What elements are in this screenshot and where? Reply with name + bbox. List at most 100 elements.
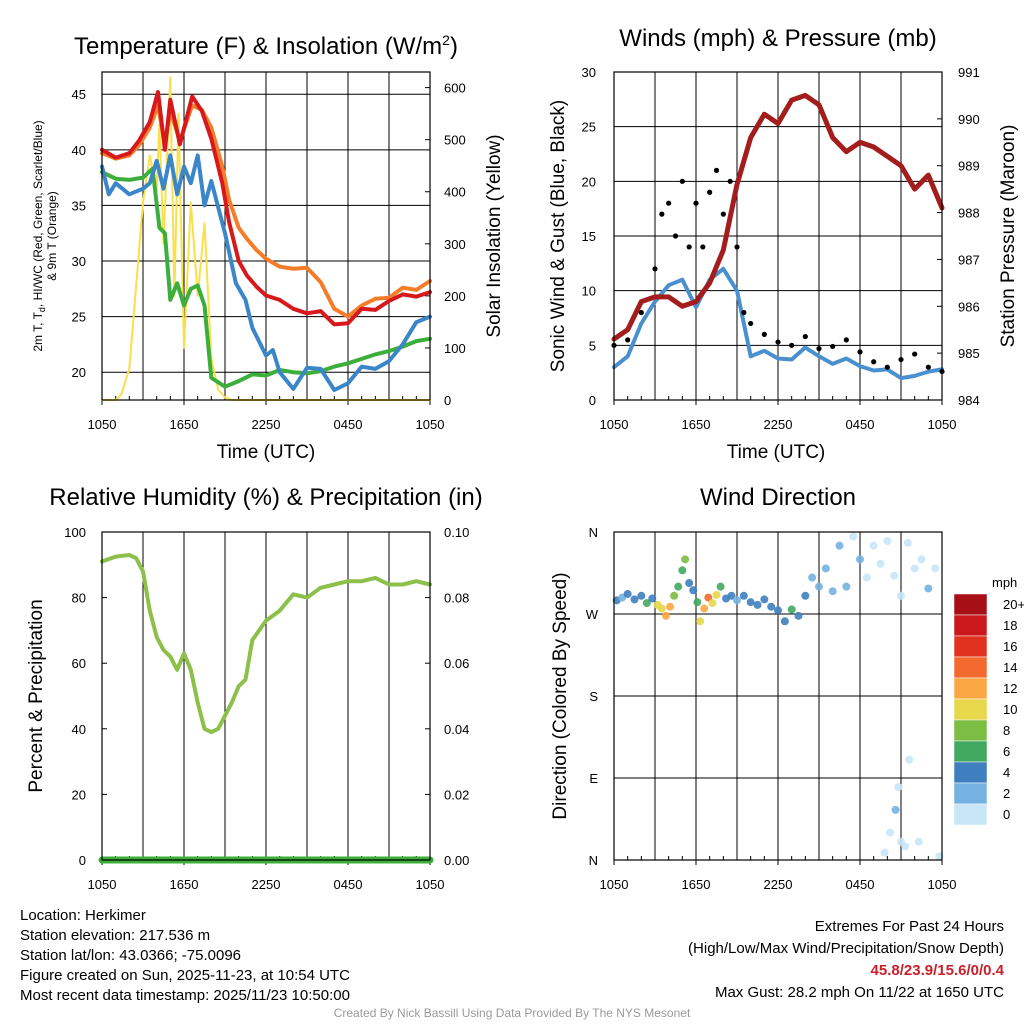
winds-pressure-line [611,92,945,342]
direction-point [883,537,892,546]
winds-ylabel-right: Station Pressure (Maroon) [998,125,1019,348]
winds-gust-point [720,211,726,217]
direction-point [727,591,736,600]
winds-gust-point [843,337,849,343]
legend-swatch [953,677,988,700]
direction-point [886,828,895,837]
direction-point [760,595,769,604]
legend-swatch [953,719,988,742]
direction-ytick-label: N [589,853,598,868]
humidity-xtick-label: 2250 [252,877,281,892]
winds-ytick-label: 5 [589,338,596,353]
direction-ytick-label: N [589,525,598,540]
winds-gust-point [857,349,863,355]
legend-title: mph [992,575,1017,590]
direction-point [716,582,725,591]
temperature-series-line [100,166,432,389]
direction-point [849,532,858,541]
humidity-rtick-label: 0.08 [444,591,469,606]
winds-ytick-label: 0 [589,393,596,408]
direction-point [674,582,683,591]
temperature-series-line [100,103,432,319]
direction-point [693,598,702,607]
temperature-xtick-label: 2250 [252,417,281,432]
winds-ytick-label: 15 [582,229,596,244]
legend-label: 6 [1003,744,1010,759]
humidity-ytick-label: 60 [72,656,86,671]
direction-xtick-label: 2250 [764,877,793,892]
humidity-ytick-label: 40 [72,722,86,737]
winds-gust-point [741,309,747,316]
direction-point [642,599,651,608]
humidity-ytick-label: 20 [72,787,86,802]
direction-point [828,587,837,596]
direction-ytick-label: S [589,689,598,704]
winds-gust-point [713,167,720,173]
winds-ylabel-left: Sonic Wind & Gust (Blue, Black) [548,100,569,372]
winds-xlabel: Time (UTC) [727,442,826,463]
legend-label: 2 [1003,786,1010,801]
winds-ytick-label: 20 [582,174,596,189]
temperature-rtick-label: 600 [444,81,466,96]
winds-gust-point [816,346,822,352]
temperature-border [101,71,431,401]
direction-point [924,584,933,593]
temperature-xtick-label: 1050 [88,417,117,432]
legend-label: 18 [1003,618,1017,633]
humidity-panel-title: Relative Humidity (%) & Precipitation (i… [49,484,482,511]
winds-gust-point [638,309,644,316]
legend-swatch [953,803,988,826]
direction-point [821,564,830,573]
humidity-xtick-label: 0450 [334,877,363,892]
temperature-xtick-label: 1050 [416,417,445,432]
legend-label: 10 [1003,702,1017,717]
extremes-values: 45.8/23.9/15.6/0/0.4 [870,962,1004,979]
direction-point [637,591,646,600]
direction-xtick-label: 1050 [600,877,629,892]
winds-gust-point [659,211,665,217]
direction-point [808,573,817,582]
winds-xtick-label: 1650 [682,417,711,432]
winds-gust-point [898,356,904,363]
direction-point [862,573,871,582]
temperature-ytick-label: 40 [72,143,86,158]
humidity-ytick-label: 80 [72,591,86,606]
legend-label: 20+ [1003,597,1024,612]
winds-rtick-label: 988 [958,206,980,221]
direction-point [856,555,864,564]
direction-point [630,595,639,604]
info-elevation: Station elevation: 217.536 m [20,927,211,944]
winds-rtick-label: 990 [958,112,980,127]
direction-point [704,593,713,602]
speed-legend: mph 20+ 18 16 14 12 10 8 6 4 2 0 [953,575,1024,826]
direction-point [700,604,709,613]
temperature-ylabel-right: Solar Insolation (Yellow) [484,134,505,337]
direction-point [794,611,803,620]
winds-gust-point [652,266,658,272]
info-latlon: Station lat/lon: 43.0366; -75.0096 [20,947,242,964]
direction-point [801,591,810,600]
direction-point [670,591,679,600]
direction-point [897,591,905,600]
direction-point [708,599,717,608]
winds-gust-point [871,359,877,365]
direction-point [733,596,741,605]
temperature-rtick-label: 0 [444,393,451,408]
humidity-chart: 1050 1650 2250 0450 10500204060801000.000.02… [64,525,469,892]
svg-text:& 9m T (Orange): & 9m T (Orange) [45,191,59,281]
winds-gust-point [625,337,631,343]
legend-label: 0 [1003,807,1010,822]
temperature-series-line [100,90,432,327]
humidity-rtick-label: 0.06 [444,656,469,671]
temperature-series-line [100,153,432,392]
temperature-ylabel-left: 2m T, Td, HI/WC (Red, Green, Scarlet/Blu… [31,120,59,351]
direction-point [685,579,694,588]
humidity-rtick-label: 0.00 [444,853,469,868]
temperature-ytick-label: 30 [72,254,86,269]
winds-rtick-label: 987 [958,252,980,267]
temperature-rtick-label: 300 [444,237,466,252]
winds-xtick-label: 1050 [928,417,957,432]
humidity-xtick-label: 1050 [88,877,117,892]
direction-point [869,541,878,550]
